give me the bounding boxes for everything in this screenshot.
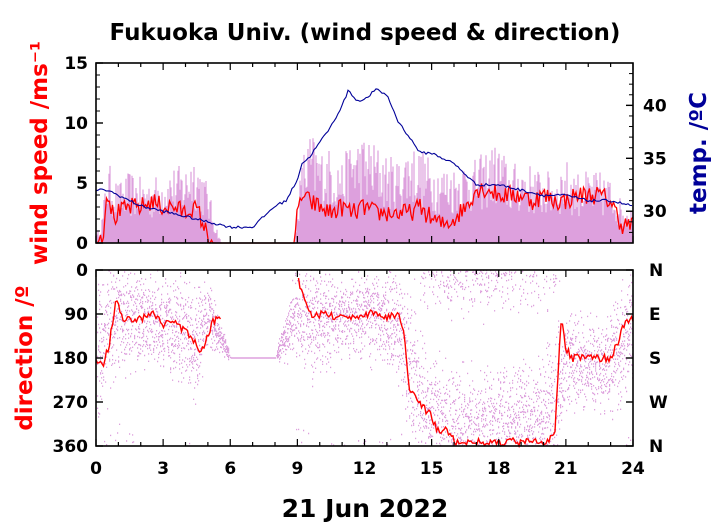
- x-axis-label: 21 Jun 2022: [282, 494, 449, 523]
- x-tick-label: 21: [554, 459, 578, 479]
- bottom-panel-frame: [95, 269, 634, 447]
- y2-tick-label: 40: [643, 96, 667, 116]
- top-x-ticks: [95, 63, 634, 243]
- temperature-axis-label: temp. /ºC: [686, 92, 712, 214]
- y-tick-label: 5: [76, 174, 88, 194]
- series-wind-speed-mean: [96, 183, 634, 244]
- x-tick-label: 18: [487, 459, 511, 479]
- y-tick-label: 15: [64, 54, 88, 74]
- x-tick-label: 3: [157, 459, 169, 479]
- x-tick-label: 9: [291, 459, 303, 479]
- top-y-ticks: 0 5 10 15: [64, 54, 103, 254]
- compass-tick-label: W: [649, 393, 668, 413]
- compass-tick-label: E: [649, 305, 661, 325]
- series-wind-speed-max: [95, 138, 634, 243]
- y-tick-label: 180: [53, 349, 89, 369]
- y2-tick-label: 35: [643, 149, 667, 169]
- direction-panel: 0 90 180 270 360 N E S W N 0 3 6 9 12 15 18 21 24 direct…: [12, 261, 668, 479]
- wind-speed-panel: 0 5 10 15 30 35 40 wind speed /ms⁻¹ temp. /ºC: [27, 41, 712, 265]
- y2-tick-label: 30: [643, 202, 667, 222]
- top-y2-ticks: 30 35 40: [626, 73, 667, 233]
- x-tick-label: 6: [224, 459, 236, 479]
- bottom-x-ticks: 0 3 6 9 12 15 18 21 24: [90, 270, 645, 479]
- bottom-y-ticks: 0 90 180 270 360: [53, 261, 103, 457]
- y-tick-label: 270: [53, 393, 89, 413]
- compass-tick-label: N: [649, 261, 663, 281]
- wind-speed-axis-label: wind speed /ms⁻¹: [27, 41, 53, 265]
- x-tick-label: 24: [621, 459, 645, 479]
- compass-tick-label: N: [649, 437, 663, 457]
- y-tick-label: 90: [64, 305, 88, 325]
- y-tick-label: 10: [64, 114, 88, 134]
- compass-tick-label: S: [649, 349, 661, 369]
- series-direction-raw: [97, 269, 634, 447]
- series-temperature: [95, 88, 633, 229]
- bottom-series-group: [95, 269, 634, 449]
- top-series-group: [95, 88, 634, 244]
- x-tick-label: 0: [90, 459, 102, 479]
- x-tick-label: 12: [353, 459, 377, 479]
- x-tick-label: 15: [420, 459, 444, 479]
- chart-title: Fukuoka Univ. (wind speed & direction): [110, 20, 621, 46]
- y-tick-label: 0: [76, 261, 88, 281]
- direction-axis-label: direction /º: [12, 285, 38, 430]
- series-direction-mean: [95, 277, 634, 449]
- y-tick-label: 360: [53, 437, 89, 457]
- y-tick-label: 0: [76, 234, 88, 254]
- bottom-y2-ticks: N E S W N: [626, 261, 668, 457]
